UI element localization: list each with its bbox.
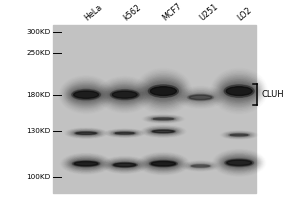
Ellipse shape (74, 132, 98, 135)
Ellipse shape (68, 86, 104, 104)
Ellipse shape (190, 164, 211, 168)
Ellipse shape (218, 78, 260, 105)
Ellipse shape (147, 159, 179, 168)
Ellipse shape (110, 90, 139, 100)
Ellipse shape (222, 82, 256, 101)
Ellipse shape (221, 156, 257, 169)
Text: MCF7: MCF7 (160, 2, 183, 23)
Ellipse shape (145, 80, 182, 102)
Ellipse shape (114, 163, 136, 167)
Ellipse shape (152, 118, 175, 120)
Ellipse shape (143, 78, 184, 105)
Ellipse shape (220, 80, 258, 102)
Text: U251: U251 (198, 2, 220, 23)
Ellipse shape (188, 94, 214, 101)
Ellipse shape (109, 161, 140, 169)
Ellipse shape (115, 132, 134, 134)
Ellipse shape (226, 87, 252, 96)
Ellipse shape (153, 130, 174, 133)
Ellipse shape (189, 95, 212, 100)
Text: 100KD: 100KD (26, 174, 50, 180)
Ellipse shape (145, 158, 182, 170)
Ellipse shape (76, 132, 96, 134)
Text: HeLa: HeLa (83, 3, 104, 23)
Ellipse shape (223, 157, 256, 169)
Ellipse shape (153, 118, 173, 120)
Ellipse shape (223, 83, 256, 99)
Ellipse shape (72, 89, 101, 100)
Ellipse shape (68, 158, 104, 169)
Ellipse shape (107, 86, 142, 103)
Ellipse shape (227, 160, 252, 165)
Ellipse shape (70, 87, 103, 103)
Ellipse shape (108, 87, 141, 102)
Ellipse shape (220, 155, 258, 170)
Ellipse shape (74, 162, 98, 166)
Text: k562: k562 (122, 3, 143, 23)
Ellipse shape (146, 158, 181, 169)
Ellipse shape (109, 88, 140, 101)
Text: LO2: LO2 (236, 6, 254, 23)
Text: 180KD: 180KD (26, 92, 50, 98)
Ellipse shape (111, 162, 138, 168)
Ellipse shape (68, 85, 105, 105)
Ellipse shape (106, 85, 143, 104)
Text: CLUH: CLUH (262, 90, 284, 99)
Text: 130KD: 130KD (26, 128, 50, 134)
Bar (53, 25, 256, 193)
Ellipse shape (112, 162, 137, 167)
Ellipse shape (148, 160, 178, 168)
Ellipse shape (220, 79, 259, 103)
Ellipse shape (112, 91, 137, 98)
Ellipse shape (149, 161, 177, 167)
Ellipse shape (230, 134, 248, 136)
Ellipse shape (114, 132, 136, 134)
Ellipse shape (148, 85, 178, 97)
Ellipse shape (229, 134, 249, 136)
Ellipse shape (150, 87, 176, 96)
Ellipse shape (69, 159, 103, 169)
Ellipse shape (71, 160, 101, 167)
Ellipse shape (110, 161, 139, 169)
Text: 250KD: 250KD (26, 50, 50, 56)
Text: 300KD: 300KD (26, 29, 50, 35)
Ellipse shape (151, 130, 176, 133)
Ellipse shape (224, 158, 255, 168)
Ellipse shape (224, 85, 254, 97)
Ellipse shape (146, 82, 181, 101)
Ellipse shape (151, 161, 175, 166)
Ellipse shape (147, 83, 180, 99)
Ellipse shape (70, 88, 102, 101)
Ellipse shape (192, 165, 209, 167)
Ellipse shape (72, 161, 100, 167)
Ellipse shape (225, 159, 253, 167)
Ellipse shape (74, 91, 99, 98)
Ellipse shape (150, 129, 177, 134)
Ellipse shape (144, 79, 183, 103)
Ellipse shape (70, 159, 102, 168)
